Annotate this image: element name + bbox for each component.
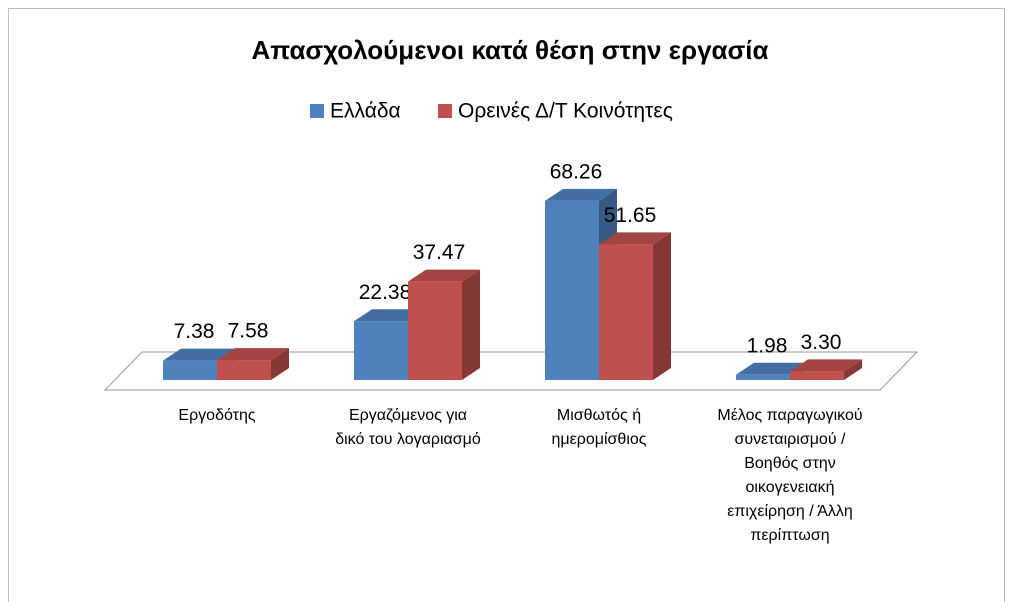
bar-top <box>163 348 235 361</box>
x-tick-label: Μισθωτός ή ημερομίσθιος <box>551 407 647 448</box>
legend-swatch <box>310 104 324 118</box>
value-label: 1.98 <box>747 334 788 357</box>
bar-top <box>599 232 671 245</box>
x-tick-label: Εργοδότης <box>178 407 256 424</box>
value-label: 68.26 <box>550 160 603 183</box>
value-label: 22.38 <box>359 281 412 304</box>
floor <box>103 351 919 391</box>
bar-front <box>736 374 790 380</box>
bar <box>599 232 671 380</box>
bar-front <box>408 281 462 380</box>
bar-front <box>217 360 271 380</box>
legend-label: Ελλάδα <box>330 100 401 123</box>
chart-frame <box>8 8 1005 602</box>
value-label: 7.58 <box>228 320 269 343</box>
bar-front <box>790 371 844 380</box>
bar-top <box>408 269 480 282</box>
bar <box>790 359 862 380</box>
x-tick-label: Εργαζόμενος για δικό του λογαριασμό <box>335 407 481 448</box>
bar-top <box>217 348 289 361</box>
bar-front <box>163 360 217 380</box>
bar-front <box>354 321 408 380</box>
bar <box>217 348 289 380</box>
value-label: 3.30 <box>801 331 842 354</box>
value-label: 7.38 <box>174 320 215 343</box>
bar-front <box>545 200 599 380</box>
bar-top <box>545 188 617 201</box>
legend-label: Ορεινές Δ/Τ Κοινότητες <box>458 100 673 123</box>
legend-swatch <box>438 104 452 118</box>
bar-side <box>462 269 480 380</box>
bar-side <box>844 359 862 380</box>
bar-side <box>653 232 671 380</box>
bar <box>408 269 480 380</box>
chart-title: Απασχολούμενοι κατά θέση στην εργασία <box>251 35 768 65</box>
bar-side <box>271 348 289 380</box>
value-label: 51.65 <box>604 204 657 227</box>
bar-top <box>790 359 862 372</box>
x-tick-label: Μέλος παραγωγικού συνεταιρισμού / Βοηθός… <box>717 407 863 544</box>
bar-front <box>599 244 653 380</box>
value-label: 37.47 <box>413 241 466 264</box>
